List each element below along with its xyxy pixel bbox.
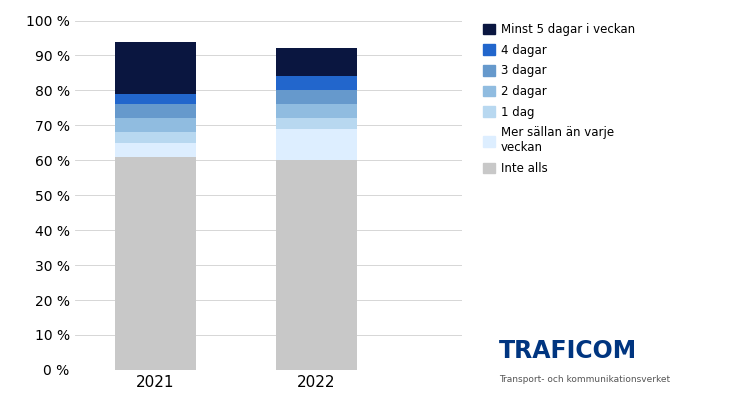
Bar <box>115 94 195 104</box>
Bar <box>115 143 195 157</box>
Bar <box>115 118 195 132</box>
Text: TRAFICOM: TRAFICOM <box>499 339 637 363</box>
Bar <box>276 48 357 76</box>
Bar <box>276 129 357 160</box>
Bar <box>276 104 357 118</box>
Bar <box>276 118 357 129</box>
Bar <box>276 160 357 370</box>
Bar <box>276 90 357 104</box>
Text: Transport- och kommunikationsverket: Transport- och kommunikationsverket <box>499 375 670 384</box>
Bar <box>115 104 195 118</box>
Legend: Minst 5 dagar i veckan, 4 dagar, 3 dagar, 2 dagar, 1 dag, Mer sällan än varje
ve: Minst 5 dagar i veckan, 4 dagar, 3 dagar… <box>484 23 635 175</box>
Bar <box>115 42 195 94</box>
Bar <box>276 76 357 90</box>
Bar <box>115 132 195 143</box>
Bar <box>115 157 195 370</box>
